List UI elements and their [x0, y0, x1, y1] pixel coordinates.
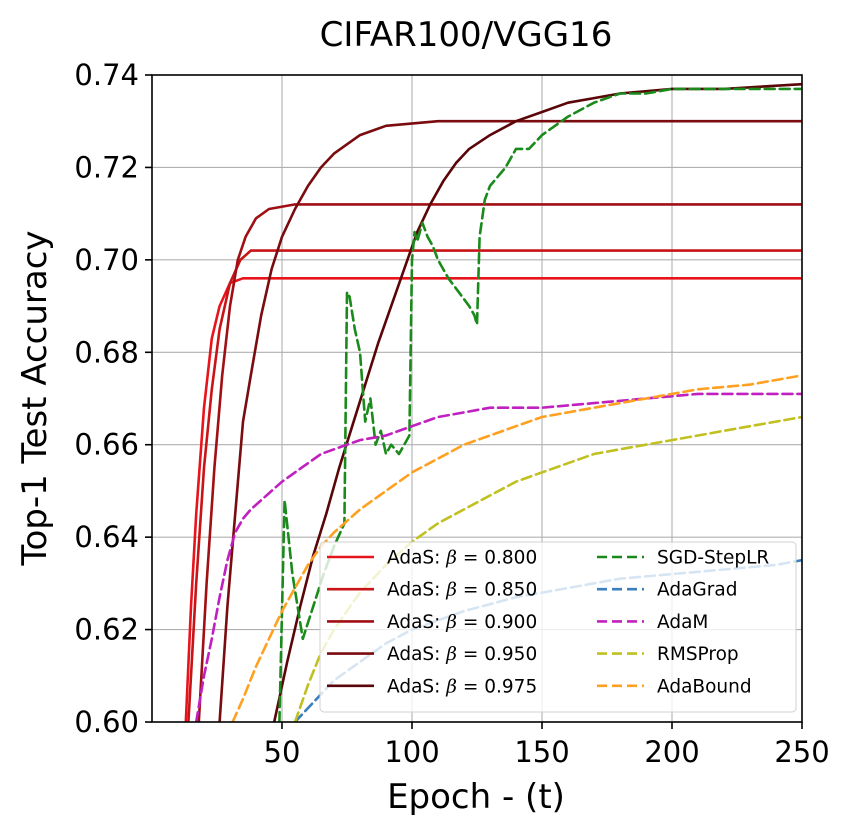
legend-label: AdaGrad — [657, 580, 737, 601]
series-line-2 — [187, 249, 802, 722]
x-tick-label: 100 — [384, 735, 439, 769]
series-lines — [184, 82, 802, 722]
legend-label: AdaS: β = 0.850 — [387, 580, 537, 601]
series-line-3 — [197, 203, 802, 722]
series-line-8 — [194, 392, 802, 722]
series-line-5 — [272, 82, 802, 722]
x-tick-label: 200 — [644, 735, 699, 769]
chart-title: CIFAR100/VGG16 — [320, 15, 613, 55]
y-tick-label: 0.60 — [74, 705, 139, 739]
x-tick-label: 150 — [514, 735, 569, 769]
x-axis-label: Epoch - (t) — [387, 777, 565, 817]
axis-ticks: 50 100 150 200 250 0.60 0.62 0.64 0.66 0.68 0.70 0.… — [74, 58, 829, 769]
series-line-10 — [231, 374, 802, 722]
series-line-4 — [218, 119, 802, 722]
y-tick-label: 0.70 — [74, 243, 139, 277]
legend-label: AdaBound — [657, 676, 752, 697]
legend-label: AdaS: β = 0.950 — [387, 644, 537, 665]
y-tick-label: 0.72 — [74, 150, 139, 184]
legend-label: AdaS: β = 0.900 — [387, 612, 537, 633]
legend-label: AdaM — [657, 612, 708, 633]
legend-label: SGD-StepLR — [657, 548, 769, 569]
series-line-1 — [184, 276, 802, 722]
y-tick-label: 0.66 — [74, 428, 139, 462]
x-tick-label: 50 — [264, 735, 301, 769]
legend-label: AdaS: β = 0.975 — [387, 676, 537, 697]
y-tick-label: 0.62 — [74, 613, 139, 647]
plot-frame — [151, 74, 803, 723]
series-line-6 — [278, 87, 802, 722]
y-tick-label: 0.68 — [74, 335, 139, 369]
legend: AdaS: β = 0.800 AdaS: β = 0.850 AdaS: β = … — [319, 541, 797, 713]
legend-box — [319, 541, 797, 713]
y-tick-label: 0.64 — [74, 520, 139, 554]
legend-label: RMSProp — [657, 644, 739, 665]
legend-label: AdaS: β = 0.800 — [387, 548, 537, 569]
y-axis-label: Top-1 Test Accuracy — [15, 230, 55, 566]
y-tick-label: 0.74 — [74, 58, 139, 92]
x-tick-label: 250 — [774, 735, 829, 769]
